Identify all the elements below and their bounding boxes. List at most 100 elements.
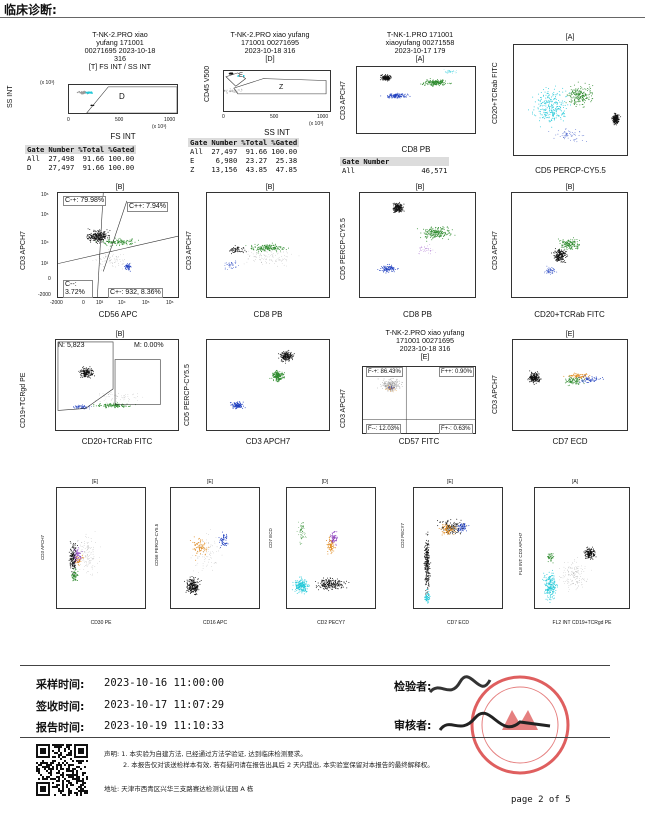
- r1p4-xlabel: CD5 PERCP-CY5.5: [535, 166, 606, 175]
- r4p1-ylabel: CD3 APCH7: [40, 534, 45, 560]
- collect-time-value: 2023-10-16 11:00:00: [104, 677, 225, 689]
- r4p4-points: [423, 518, 470, 604]
- r3p2-xlabel: CD3 APCH7: [245, 437, 291, 446]
- quadrant-f-plus-plus: F++: 0.90%: [439, 367, 475, 377]
- r3p1-gate-n: N: 5,823: [58, 342, 85, 349]
- r1p1-xtick2: 1000: [164, 117, 176, 123]
- r3p2-ylabel: CD5 PERCP-CY5.5: [184, 364, 191, 426]
- r2p3-ylabel: CD5 PERCP-CY5.5: [340, 218, 347, 280]
- r2p4-svg: [544, 237, 580, 275]
- report-time-value: 2023-10-19 11:10:33: [104, 720, 225, 732]
- r2p4-points: [544, 237, 580, 275]
- disclaimer-note-1: 声明: 1. 本实验为自建方法, 已经通过方法学验证, 达到临床检测要求。: [104, 750, 307, 758]
- footer-divider-top: [20, 665, 610, 666]
- r2p2-xlabel: CD8 PB: [253, 310, 283, 319]
- inspector-signature: [428, 675, 492, 694]
- r1p1-gate-d-label: D: [118, 92, 126, 101]
- quadrant-f-plus-minus: F-+: 86.43%: [366, 367, 403, 377]
- r1p1-ylabel: SS INT: [7, 85, 14, 108]
- r2p1-ytick3: 10³: [41, 261, 49, 267]
- r2p3-svg: [377, 201, 456, 274]
- quadrant-c-plus-minus: C-+: 79.98%: [63, 196, 107, 206]
- r3p1-gate-m: M: 0.00%: [134, 342, 164, 349]
- lab-seal-stamp: [428, 675, 570, 775]
- r3p4-points: [527, 370, 604, 387]
- clinical-diagnosis-label: 临床诊断:: [4, 3, 57, 17]
- r2p4-gate: [B]: [565, 182, 575, 191]
- r3p1-plot: [55, 339, 179, 431]
- r3p3-plot: [362, 366, 476, 434]
- r4p2-xlabel: CD16 APC: [202, 620, 228, 626]
- r1p1-gate-d: [86, 86, 177, 113]
- r2p3-gate: [B]: [415, 182, 425, 191]
- r3p3-points: [377, 377, 403, 393]
- table-row: Z 13,156 43.85 47.85: [190, 165, 298, 174]
- r2p2-points: [224, 242, 300, 270]
- r2p1-points: [86, 228, 140, 272]
- r4p2-svg: [184, 529, 229, 596]
- r1p3-ylabel: CD3 APCH7: [340, 81, 347, 120]
- r2p1-xtick2: 10³: [96, 300, 104, 306]
- r1p1-xtick1: 500: [115, 117, 124, 123]
- r4p3-xlabel: CD2 PECY7: [317, 620, 345, 626]
- r1p2-xtick1: 500: [270, 114, 279, 120]
- lab-address: 地址: 天津市西青区兴华三支路赛达检测认证园 A 栋: [104, 785, 254, 793]
- r1p2-gate-z: [233, 78, 327, 95]
- r3p1-svg: [57, 341, 161, 411]
- r1p4-points: [528, 81, 622, 143]
- r3p4-xlabel: CD7 ECD: [552, 437, 588, 446]
- r4p5-points: [542, 546, 597, 603]
- r1p4-gate: [A]: [565, 32, 575, 41]
- r1p3-svg: [379, 69, 458, 99]
- r4p4-gate: [E]: [446, 479, 454, 485]
- r4p5-ylabel: FL8 INT CD3 APCH7: [518, 532, 523, 575]
- r2p1-svg: [58, 193, 178, 297]
- r1p2-title: T-NK-2.PRO xiao yufang 171001 00271695 2…: [230, 30, 310, 63]
- report-time-label: 报告时间:: [36, 721, 85, 734]
- r4p1-points: [68, 531, 101, 582]
- r1p3-plot: [356, 66, 476, 134]
- r3p2-svg: [229, 349, 295, 410]
- r4p1-gate: [E]: [91, 479, 99, 485]
- r2p4-xlabel: CD20+TCRab FITC: [534, 310, 605, 319]
- disclaimer-notes: 声明: 1. 本实验为自建方法, 已经通过方法学验证, 达到临床检测要求。 2.…: [104, 749, 624, 771]
- footer-divider-bottom: [20, 737, 610, 738]
- reviewer-signature: [438, 711, 551, 732]
- r1p2-gate-e: [225, 72, 247, 87]
- r4p2-points: [184, 529, 229, 596]
- r2p1-ytick5: -2000: [38, 292, 51, 298]
- r1p3-xlabel: CD8 PB: [401, 145, 431, 154]
- r1p2-gate-e-label: E: [239, 73, 244, 79]
- r2p2-gate: [B]: [265, 182, 275, 191]
- r1p1-plot: [68, 84, 178, 114]
- r2p1-xtick4: 10⁵: [142, 300, 150, 306]
- r1p4-plot: [513, 44, 628, 156]
- table-row: E 6,980 23.27 25.38: [190, 156, 298, 165]
- r4p3-gate: [D]: [321, 479, 329, 485]
- r4p5-gate: [A]: [571, 479, 579, 485]
- r4p5-plot: [534, 487, 630, 609]
- r1p2-xtick0: 0: [222, 114, 225, 120]
- r4p3-plot: [286, 487, 376, 609]
- r4p4-plot: [413, 487, 503, 609]
- r4p1-xlabel: CD30 PE: [90, 620, 112, 626]
- r1p1-xexp: (x 10³): [152, 124, 167, 130]
- reviewer-label: 审核者:: [394, 719, 432, 732]
- r2p1-xtick1: 0: [82, 300, 85, 306]
- r2p1-ytick1: 10⁵: [41, 212, 49, 218]
- quadrant-f-plus-minus-low: F+-: 0.63%: [439, 424, 473, 434]
- r1p1-svg: [76, 86, 177, 113]
- r3p3-title: T-NK-2.PRO xiao yufang 171001 00271695 2…: [385, 328, 465, 361]
- receive-time-label: 签收时间:: [36, 700, 85, 713]
- r3p4-gate: [E]: [565, 329, 575, 338]
- r1p1-stats-table: Gate Number %Total %Gated All 27,498 91.66 100…: [25, 145, 137, 172]
- r2p1-xlabel: CD56 APC: [98, 310, 138, 319]
- r1p3-title: T-NK-1.PRO 171001 xiaoyufang 00271558 20…: [385, 30, 455, 63]
- r2p1-xtick3: 10⁴: [118, 300, 126, 306]
- r4p3-ylabel: CD7 ECD: [268, 528, 273, 548]
- r1p1-yexp: (x 10³): [40, 80, 55, 86]
- r2p3-xlabel: CD8 PB: [403, 310, 432, 319]
- r3p1-gate: [B]: [115, 329, 125, 338]
- collect-time-label: 采样时间:: [36, 678, 85, 691]
- quadrant-f-minus-minus: F--: 12.03%: [366, 424, 402, 434]
